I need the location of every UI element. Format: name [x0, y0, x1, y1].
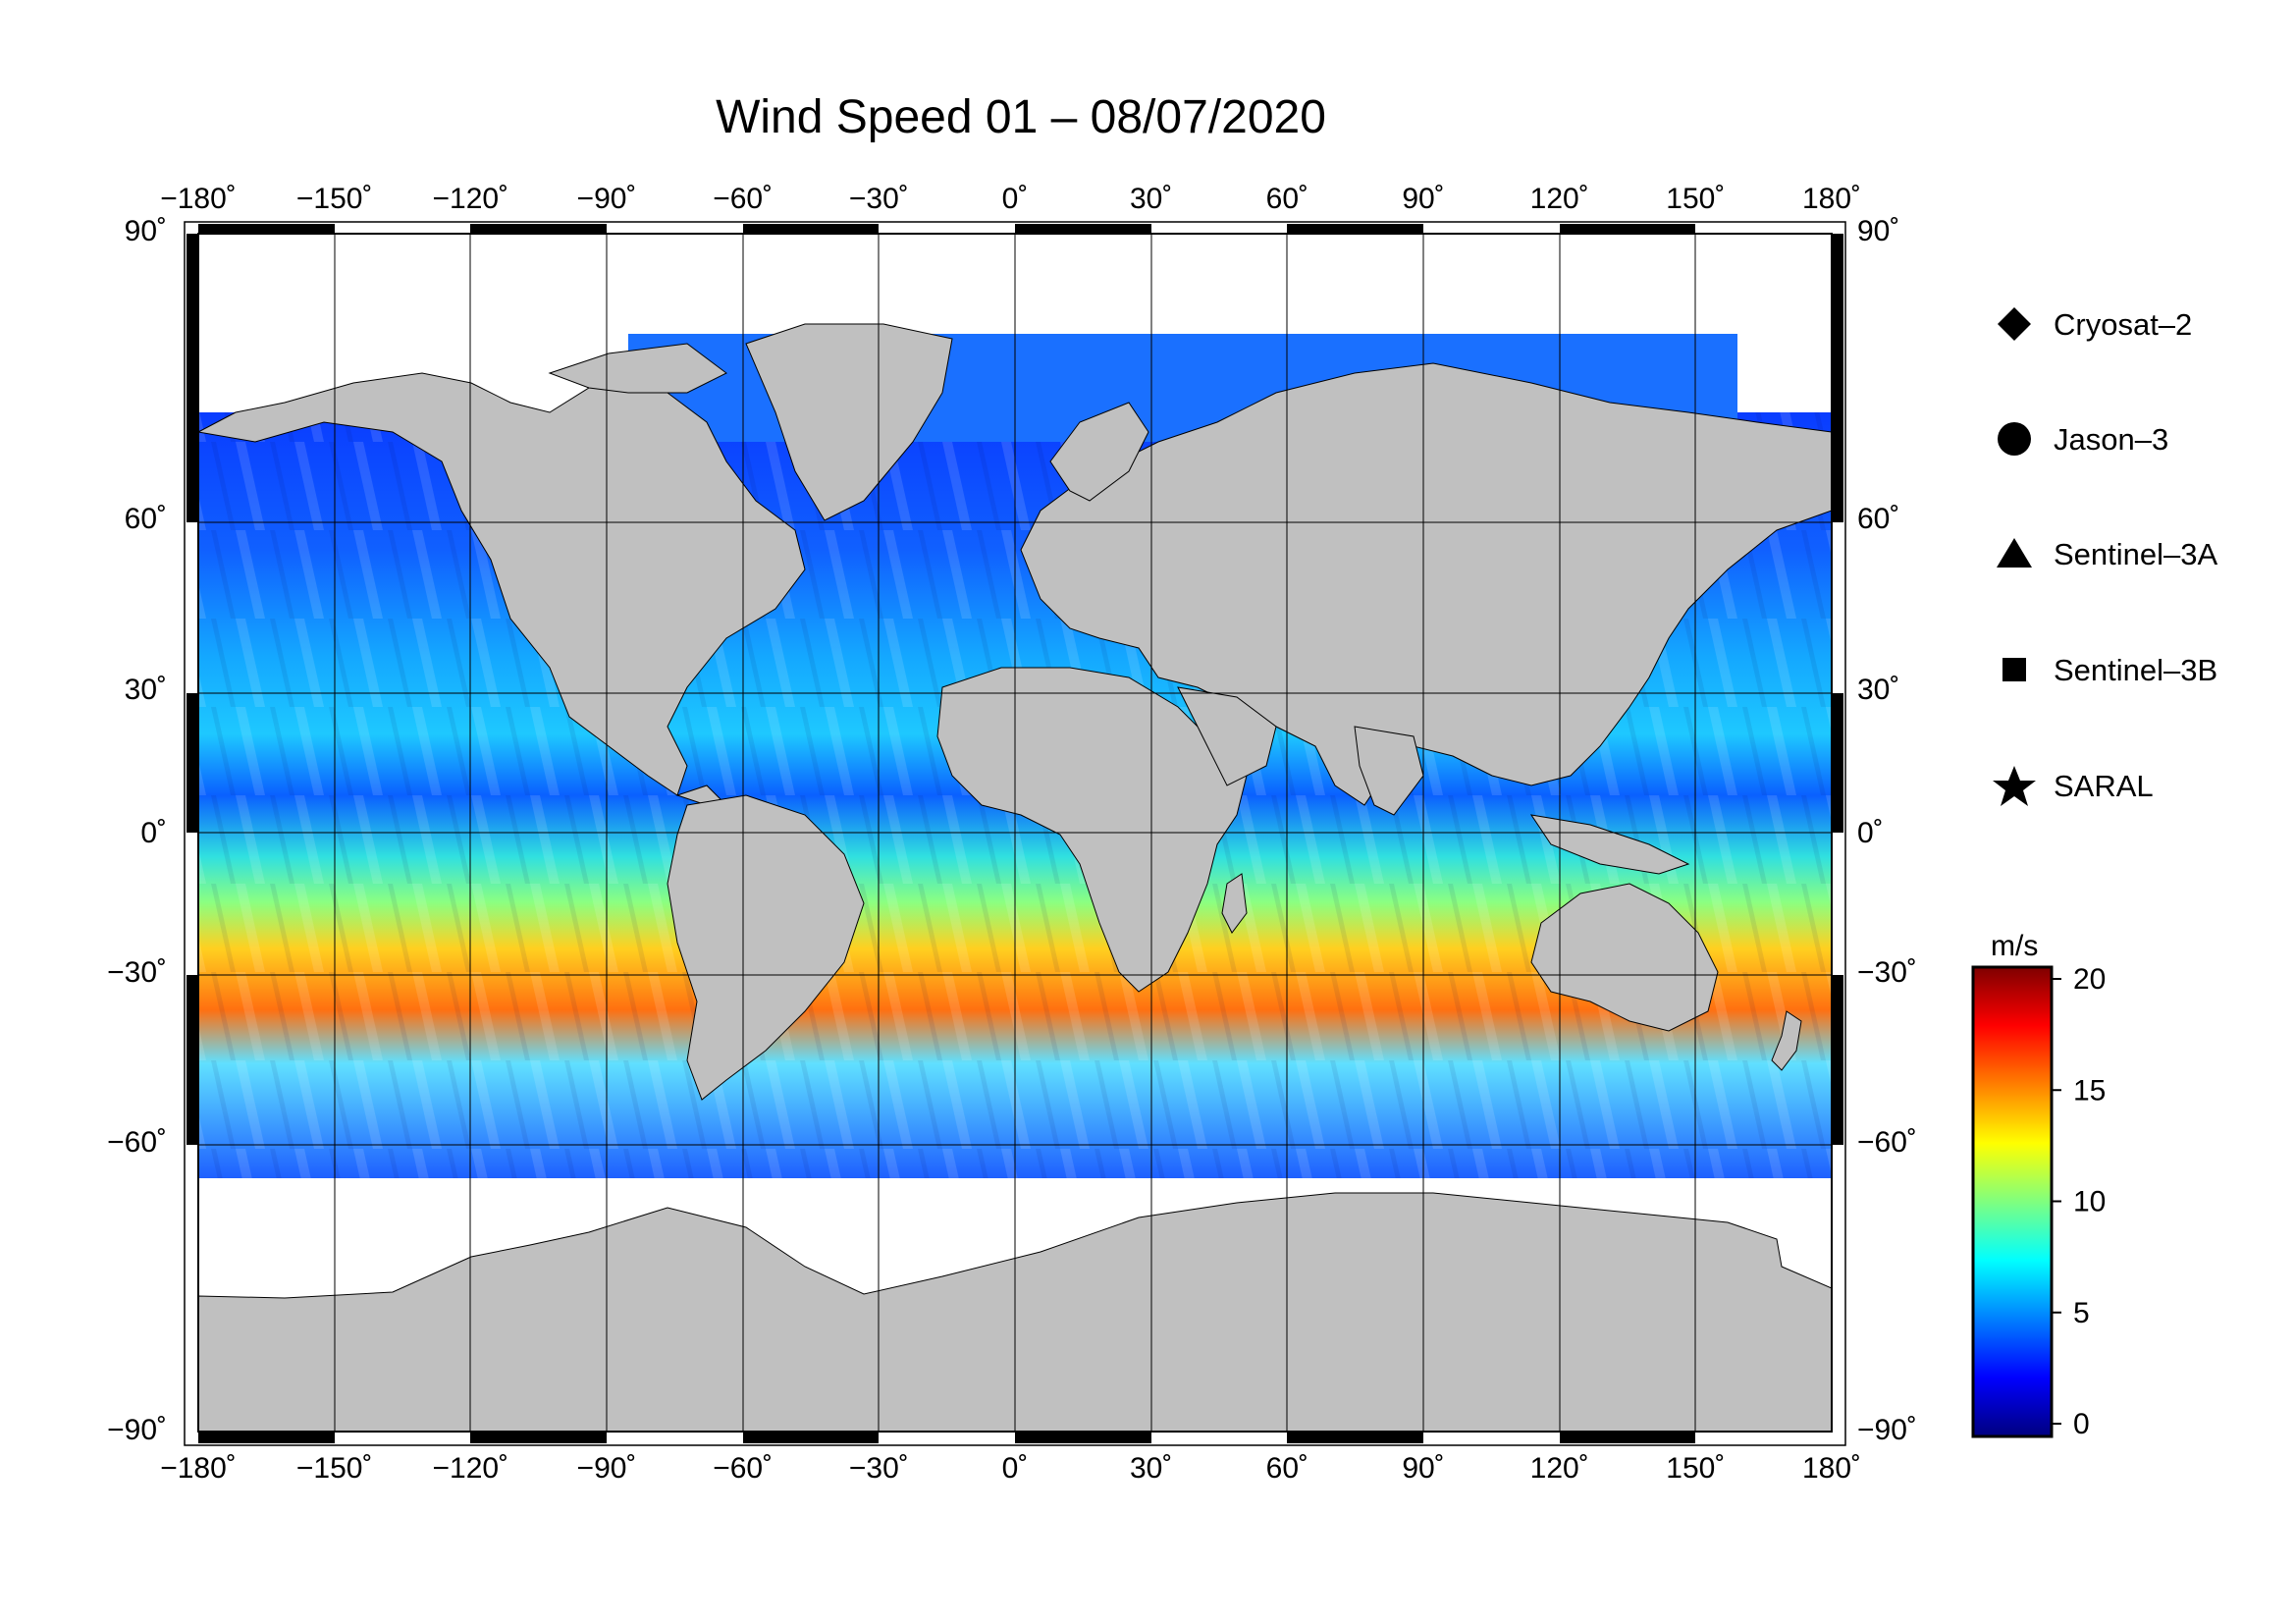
lat-tick-label: 0˚: [1857, 817, 1884, 849]
lon-tick-label: 180˚: [1802, 1452, 1861, 1485]
lat-tick-label: −30˚: [1857, 956, 1917, 989]
map-title: Wind Speed 01 – 08/07/2020: [716, 91, 1326, 143]
diamond-marker-icon: [1998, 307, 2031, 341]
colorbar-tick-label: 20: [2073, 963, 2106, 996]
satellite-legend: Cryosat–2 Jason–3 Sentinel–3A Sentinel–3…: [1993, 307, 2218, 806]
lat-tick-label: 90˚: [125, 215, 167, 247]
lat-tick-label: −60˚: [107, 1126, 167, 1159]
scandinavia-land: [1049, 402, 1149, 502]
lat-tick-label: −30˚: [107, 956, 167, 989]
lon-tick-label: −150˚: [296, 1452, 373, 1485]
lat-tick-label: −90˚: [1857, 1414, 1917, 1446]
colorbar-tick-label: 5: [2073, 1297, 2090, 1329]
lon-tick-label: −90˚: [577, 183, 637, 215]
lon-tick-label: 120˚: [1530, 183, 1589, 215]
colorbar-unit: m/s: [1991, 930, 2038, 962]
lon-tick-label: 120˚: [1530, 1452, 1589, 1485]
lon-tick-label: 150˚: [1666, 1452, 1725, 1485]
longitude-ticks-bottom: −180˚ −150˚ −120˚ −90˚ −60˚ −30˚ 0˚ 30˚ 60˚ 90˚ 12…: [160, 1452, 1861, 1485]
frame-checker-bottom: [198, 1432, 1695, 1443]
triangle-marker-icon: [1997, 538, 2032, 568]
lon-tick-label: −120˚: [433, 1452, 509, 1485]
greenland-land: [745, 323, 953, 521]
lat-tick-label: −90˚: [107, 1414, 167, 1446]
legend-label-sentinel-3b: Sentinel–3B: [2054, 653, 2217, 687]
colorbar-scale: [1971, 965, 2054, 1438]
circle-marker-icon: [1998, 422, 2031, 456]
australia-land: [1530, 883, 1719, 1032]
colorbar-tick-label: 15: [2073, 1074, 2106, 1107]
lat-tick-label: −60˚: [1857, 1126, 1917, 1159]
lat-tick-label: 30˚: [125, 674, 167, 706]
frame-checker-right: [1832, 234, 1843, 1145]
map-plot-area: [198, 234, 1832, 1432]
lon-tick-label: 30˚: [1130, 1452, 1172, 1485]
legend-label-saral: SARAL: [2054, 769, 2154, 803]
lon-tick-label: 90˚: [1402, 1452, 1444, 1485]
lon-tick-label: 0˚: [1002, 183, 1029, 215]
lon-tick-label: 60˚: [1266, 183, 1308, 215]
lon-tick-label: −180˚: [160, 183, 237, 215]
legend-label-sentinel-3a: Sentinel–3A: [2054, 537, 2218, 571]
lon-tick-label: −60˚: [713, 1452, 773, 1485]
antarctic-sea-ice: [198, 1178, 1832, 1296]
arctic-islands-land: [548, 343, 727, 394]
longitude-ticks-top: −180˚ −150˚ −120˚ −90˚ −60˚ −30˚ 0˚ 30˚ 60˚ 90˚ 12…: [160, 183, 1861, 215]
lon-tick-label: −30˚: [849, 183, 909, 215]
latitude-ticks-right: 90˚ 60˚ 30˚ 0˚ −30˚ −60˚ −90˚: [1857, 215, 1917, 1446]
south-america-land: [667, 794, 865, 1101]
lon-tick-label: −180˚: [160, 1452, 237, 1485]
lon-tick-label: 90˚: [1402, 183, 1444, 215]
lon-tick-label: −60˚: [713, 183, 773, 215]
legend-label-jason-3: Jason–3: [2054, 422, 2168, 457]
lon-tick-label: 0˚: [1002, 1452, 1029, 1485]
lon-tick-label: −90˚: [577, 1452, 637, 1485]
frame-checker-top: [198, 224, 1695, 234]
lon-tick-label: 60˚: [1266, 1452, 1308, 1485]
lon-tick-label: −150˚: [296, 183, 373, 215]
lat-tick-label: 60˚: [1857, 503, 1899, 535]
latitude-ticks-left: 90˚ 60˚ 30˚ 0˚ −30˚ −60˚ −90˚: [107, 215, 167, 1446]
square-marker-icon: [2002, 658, 2026, 681]
north-america-land: [198, 372, 806, 796]
lat-tick-label: 90˚: [1857, 215, 1899, 247]
colorbar-tick-label: 0: [2073, 1408, 2090, 1440]
lat-tick-label: 0˚: [140, 817, 167, 849]
lat-tick-label: 30˚: [1857, 674, 1899, 706]
colorbar-tick-label: 10: [2073, 1186, 2106, 1218]
colorbar: m/s 20 15 10 5 0: [1971, 930, 2106, 1440]
lon-tick-label: 180˚: [1802, 183, 1861, 215]
legend-label-cryosat-2: Cryosat–2: [2054, 307, 2192, 342]
frame-checker-left: [187, 234, 198, 1145]
star-marker-icon: [1993, 766, 2036, 806]
lon-tick-label: −30˚: [849, 1452, 909, 1485]
lon-tick-label: 30˚: [1130, 183, 1172, 215]
lon-tick-label: −120˚: [433, 183, 509, 215]
graticule: [198, 234, 1832, 1432]
lat-tick-label: 60˚: [125, 503, 167, 535]
lon-tick-label: 150˚: [1666, 183, 1725, 215]
